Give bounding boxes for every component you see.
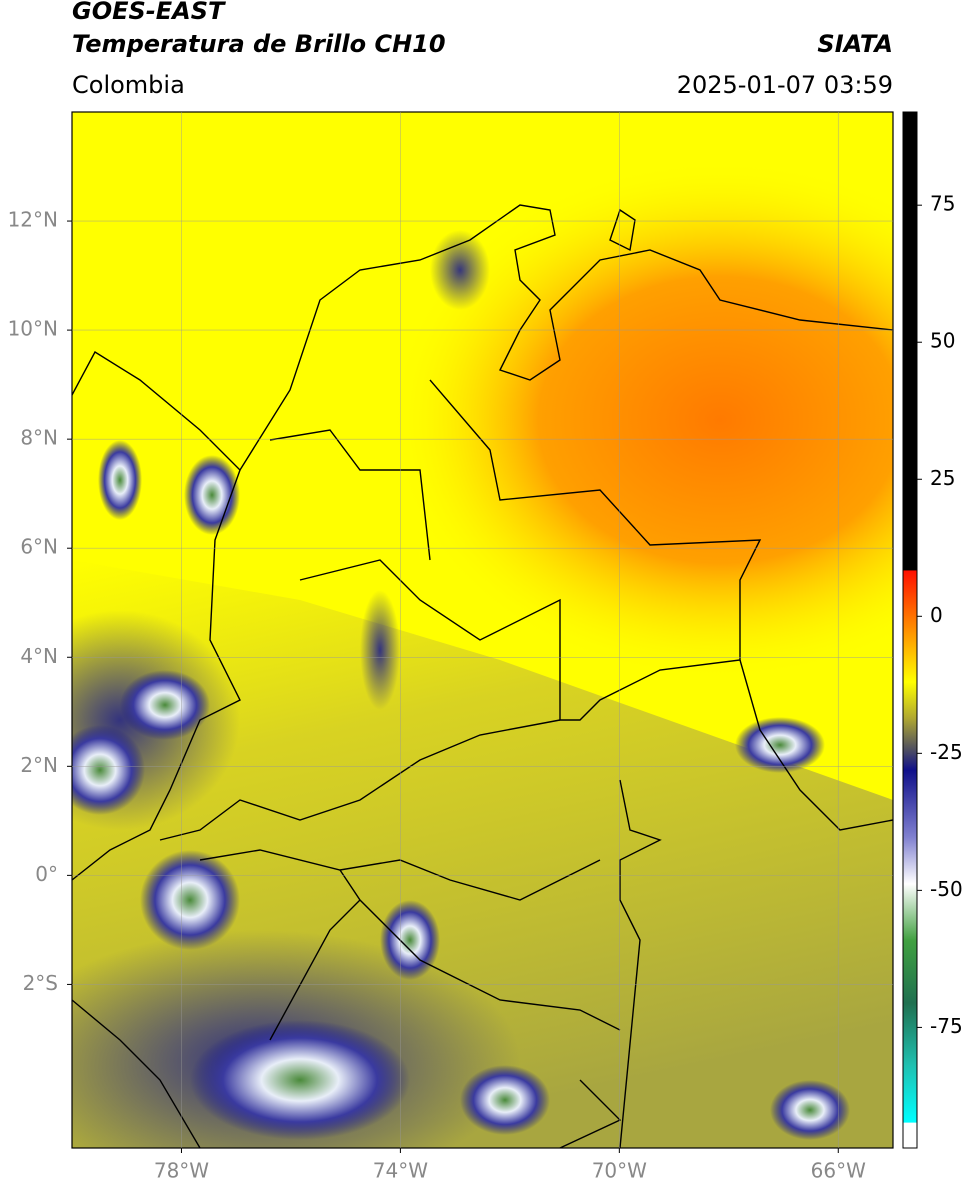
- y-tick-label: 6°N: [20, 535, 58, 559]
- colorbar-label: 75: [930, 192, 955, 216]
- title: GOES-EAST: [72, 0, 226, 25]
- x-tick-label: 70°W: [592, 1159, 647, 1183]
- colorbar-label: -25: [930, 740, 963, 764]
- subtitle: Temperatura de Brillo CH10: [72, 30, 446, 58]
- x-tick-label: 78°W: [154, 1159, 209, 1183]
- y-tick-label: 2°N: [20, 753, 58, 777]
- y-tick-label: 4°N: [20, 644, 58, 668]
- timestamp: 2025-01-07 03:59: [677, 71, 893, 99]
- y-tick-label: 12°N: [8, 208, 58, 232]
- colorbar-label: -50: [930, 877, 963, 901]
- y-tick-label: 0°: [35, 862, 58, 886]
- colorbar: [902, 111, 918, 1149]
- x-tick-label: 66°W: [811, 1159, 866, 1183]
- colorbar-label: -75: [930, 1014, 963, 1038]
- y-tick-label: 2°S: [23, 971, 58, 995]
- colorbar-label: 0: [930, 603, 943, 627]
- y-tick-label: 8°N: [20, 426, 58, 450]
- satellite-image: [72, 112, 893, 1148]
- x-tick-label: 74°W: [373, 1159, 428, 1183]
- y-tick-label: 10°N: [8, 317, 58, 341]
- colorbar-label: 50: [930, 329, 955, 353]
- source: SIATA: [817, 30, 893, 58]
- region: Colombia: [72, 71, 185, 99]
- colorbar-label: 25: [930, 466, 955, 490]
- map-frame: [71, 111, 894, 1149]
